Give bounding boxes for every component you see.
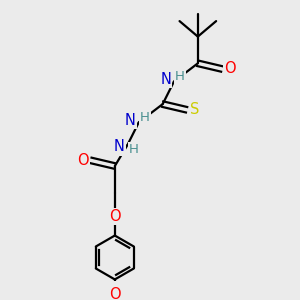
Text: N: N [160, 72, 171, 87]
Text: H: H [175, 70, 185, 83]
Text: N: N [114, 140, 125, 154]
Text: O: O [77, 153, 89, 168]
Text: H: H [140, 111, 150, 124]
Text: H: H [129, 143, 139, 157]
Text: N: N [125, 113, 136, 128]
Text: O: O [109, 209, 121, 224]
Text: S: S [190, 102, 200, 117]
Text: O: O [109, 287, 121, 300]
Text: O: O [224, 61, 236, 76]
